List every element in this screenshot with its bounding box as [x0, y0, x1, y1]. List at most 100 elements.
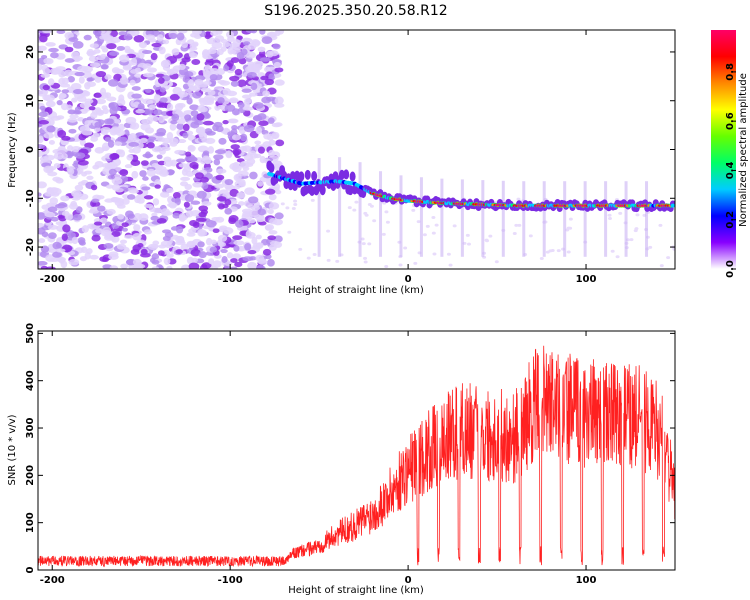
noise-blob	[83, 170, 93, 175]
noise-blob	[86, 175, 94, 180]
noise-blob	[105, 184, 114, 189]
spectrogram-marks	[38, 30, 675, 269]
noise-blob	[72, 41, 84, 49]
noise-blob	[259, 57, 271, 62]
faint-blob	[369, 204, 374, 208]
noise-blob	[83, 34, 92, 41]
noise-blob	[242, 145, 252, 152]
noise-blob	[145, 34, 156, 41]
noise-blob	[203, 156, 212, 165]
noise-blob	[257, 180, 264, 187]
noise-blob	[148, 104, 156, 111]
noise-blob	[78, 76, 85, 84]
ridge-halo	[343, 169, 350, 180]
noise-blob	[188, 157, 198, 162]
noise-blob	[108, 51, 120, 57]
faint-blob	[291, 207, 296, 211]
noise-blob	[242, 106, 254, 111]
noise-blob	[262, 248, 272, 256]
noise-blob	[236, 191, 246, 199]
noise-blob	[117, 136, 128, 143]
noise-blob	[235, 173, 242, 181]
noise-blob	[174, 197, 181, 206]
noise-blob	[86, 81, 97, 87]
noise-blob	[116, 203, 126, 209]
noise-blob	[127, 75, 138, 83]
noise-blob	[103, 243, 114, 249]
y-tick-label: 100	[25, 512, 36, 533]
noise-blob	[209, 74, 218, 81]
noise-blob	[178, 63, 186, 71]
noise-blob	[128, 148, 135, 153]
x-tick-label: 100	[576, 575, 597, 586]
noise-blob	[205, 219, 217, 228]
faint-blob	[422, 233, 427, 237]
noise-blob	[267, 235, 277, 241]
noise-blob	[143, 229, 152, 235]
noise-blob	[208, 258, 215, 265]
faint-blob	[381, 232, 386, 236]
faint-blob	[452, 224, 457, 228]
noise-blob	[199, 106, 208, 113]
noise-blob	[163, 257, 171, 266]
noise-blob	[38, 196, 42, 203]
noise-blob	[55, 203, 66, 209]
noise-blob	[151, 212, 158, 217]
noise-blob	[45, 266, 56, 269]
faint-blob	[298, 247, 303, 251]
faint-blob	[382, 201, 387, 205]
noise-blob	[261, 96, 272, 104]
noise-blob	[153, 109, 163, 116]
noise-blob	[245, 66, 253, 73]
noise-blob	[191, 257, 199, 263]
noise-blob	[274, 122, 283, 127]
noise-blob	[199, 132, 208, 140]
noise-blob	[245, 30, 256, 34]
noise-blob	[185, 170, 195, 177]
noise-blob	[38, 227, 46, 235]
noise-blob	[217, 203, 225, 210]
y-tick-label: 10	[25, 94, 36, 108]
faint-blob	[539, 256, 544, 260]
faint-blob	[634, 227, 639, 231]
noise-blob	[42, 94, 51, 101]
noise-blob	[226, 252, 234, 259]
noise-blob	[273, 61, 281, 69]
noise-blob	[60, 260, 68, 269]
noise-blob	[109, 265, 119, 269]
faint-blob	[280, 202, 285, 206]
noise-blob	[150, 215, 159, 221]
noise-blob	[100, 130, 109, 135]
noise-blob	[49, 257, 60, 262]
noise-blob	[133, 35, 145, 43]
noise-blob	[194, 172, 204, 180]
noise-blob	[171, 48, 180, 56]
noise-blob	[203, 80, 212, 86]
noise-blob	[61, 153, 68, 160]
noise-blob	[144, 88, 152, 94]
noise-blob	[71, 145, 82, 153]
noise-blob	[88, 106, 96, 111]
noise-blob	[184, 114, 192, 121]
noise-blob	[61, 233, 68, 241]
noise-blob	[72, 89, 84, 95]
noise-blob	[241, 94, 252, 99]
noise-blob	[264, 66, 271, 73]
noise-blob	[240, 133, 248, 142]
noise-blob	[139, 170, 147, 177]
noise-blob	[123, 45, 131, 52]
noise-blob	[92, 30, 102, 36]
noise-blob	[100, 229, 112, 237]
noise-blob	[38, 144, 45, 149]
noise-blob	[90, 112, 98, 119]
noise-blob	[188, 228, 197, 234]
noise-blob	[190, 121, 200, 129]
noise-blob	[229, 162, 240, 171]
streak	[624, 181, 628, 257]
ridge-halo	[319, 185, 326, 196]
noise-blob	[207, 89, 216, 96]
noise-blob	[157, 250, 165, 256]
noise-blob	[223, 64, 230, 72]
noise-blob	[159, 87, 166, 93]
noise-blob	[147, 243, 159, 251]
